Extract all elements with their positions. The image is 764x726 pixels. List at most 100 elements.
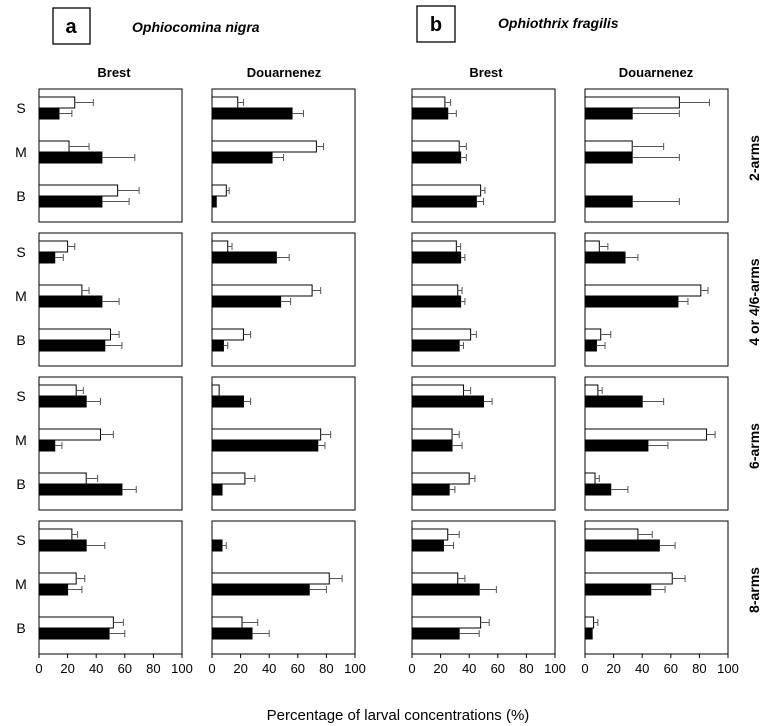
bar-open (584, 140, 633, 153)
x-tick-label: 80 (692, 661, 706, 676)
bar-filled (411, 295, 462, 308)
row-label: M (15, 432, 27, 448)
row-label: M (15, 576, 27, 592)
bar-open (411, 184, 482, 197)
bar-open (584, 240, 600, 253)
bar-filled (211, 395, 244, 408)
bar-filled (411, 539, 444, 552)
panel-b-letter: b (430, 14, 442, 36)
bar-open (211, 472, 246, 485)
bar-filled (584, 627, 593, 640)
bar-open (38, 572, 77, 585)
bar-open (211, 616, 243, 629)
plot-area: 0 20 40 60 80 100 0 20 40 60 80 100 0 20 40 60 80 100 0 20 4… (15, 88, 739, 676)
x-tick-label: 40 (262, 661, 276, 676)
bar-filled (38, 295, 103, 308)
bar-filled (411, 151, 462, 164)
bar-filled (211, 251, 277, 264)
bar-open (584, 572, 673, 585)
bar-open (411, 96, 446, 109)
bar-open (411, 528, 449, 541)
x-tick-label: 0 (408, 661, 415, 676)
bar-filled (584, 539, 660, 552)
x-tick-label: 40 (89, 661, 103, 676)
bar-open (38, 284, 83, 297)
bar-open (411, 616, 482, 629)
row-label: B (16, 332, 25, 348)
bar-filled (38, 251, 56, 264)
bar-filled (211, 195, 217, 208)
bar-open (211, 384, 220, 397)
bar-filled (38, 439, 56, 452)
row-label: S (16, 388, 25, 404)
bar-open (411, 572, 459, 585)
bar-filled (584, 295, 679, 308)
bar-open (211, 140, 317, 153)
bar-open (38, 472, 87, 485)
x-tick-label: 80 (146, 661, 160, 676)
bar-open (38, 616, 114, 629)
site-header-a-douarnenez: Douarnenez (247, 65, 322, 80)
bar-filled (38, 195, 103, 208)
site-header-b-brest: Brest (469, 65, 503, 80)
bar-filled (411, 251, 462, 264)
x-tick-label: 60 (118, 661, 132, 676)
row-label: B (16, 620, 25, 636)
bar-open (584, 472, 596, 485)
bar-filled (411, 339, 460, 352)
bar-open (211, 184, 227, 197)
bar-open (584, 428, 708, 441)
bar-filled (411, 627, 460, 640)
x-tick-label: 60 (664, 661, 678, 676)
x-tick-label: 60 (291, 661, 305, 676)
bar-filled (38, 483, 123, 496)
x-tick-label: 0 (35, 661, 42, 676)
bar-filled (211, 483, 223, 496)
bar-open (411, 284, 459, 297)
x-tick-label: 100 (544, 661, 566, 676)
x-tick-label: 20 (60, 661, 74, 676)
bar-filled (211, 339, 224, 352)
x-tick-label: 0 (581, 661, 588, 676)
bar-filled (38, 627, 110, 640)
bar-filled (411, 195, 477, 208)
site-header-b-douarnenez: Douarnenez (619, 65, 694, 80)
bar-filled (211, 627, 253, 640)
bar-open (38, 140, 70, 153)
row-label: B (16, 188, 25, 204)
row-label: S (16, 532, 25, 548)
bar-filled (584, 251, 626, 264)
bar-filled (211, 583, 310, 596)
x-tick-label: 100 (717, 661, 739, 676)
stage-label-8-arms: 8-arms (746, 567, 762, 613)
bar-filled (38, 339, 106, 352)
x-tick-label: 20 (606, 661, 620, 676)
panel-b-species: Ophiothrix fragilis (498, 15, 619, 31)
bar-open (211, 284, 313, 297)
x-tick-label: 0 (208, 661, 215, 676)
bar-open (411, 384, 464, 397)
panel-a-letter: a (65, 16, 77, 38)
bar-open (411, 328, 472, 341)
bar-open (38, 428, 101, 441)
panel-a-species: Ophiocomina nigra (132, 19, 260, 35)
x-tick-label: 100 (344, 661, 366, 676)
bar-open (211, 96, 239, 109)
bar-open (411, 428, 453, 441)
bar-open (38, 184, 119, 197)
bar-filled (584, 583, 652, 596)
bar-filled (411, 107, 449, 120)
panel-a-box (52, 7, 91, 45)
bar-filled (411, 395, 484, 408)
bar-open (211, 572, 330, 585)
x-tick-label: 100 (171, 661, 193, 676)
bar-filled (211, 539, 223, 552)
bar-open (411, 472, 470, 485)
x-tick-label: 20 (433, 661, 447, 676)
site-header-a-brest: Brest (97, 65, 131, 80)
bar-filled (211, 107, 293, 120)
bar-filled (411, 439, 453, 452)
row-label: S (16, 244, 25, 260)
bar-filled (584, 395, 643, 408)
bar-filled (584, 439, 649, 452)
